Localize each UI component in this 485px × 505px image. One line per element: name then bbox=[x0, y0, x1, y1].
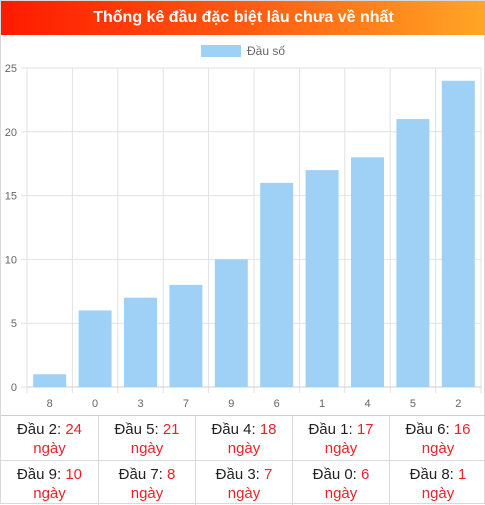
bar-chart: 0 5 10 15 20 25 8 0 3 7 9 6 1 4 5 2 Đầu số bbox=[5, 44, 482, 410]
stat-unit: ngày bbox=[33, 485, 66, 502]
x-tick-label: 2 bbox=[455, 398, 461, 410]
stat-unit: ngày bbox=[33, 440, 66, 457]
bar bbox=[396, 119, 430, 387]
bar bbox=[214, 259, 248, 387]
stat-unit: ngày bbox=[130, 440, 164, 457]
x-tick-label: 8 bbox=[47, 398, 53, 410]
chart-area: 0 5 10 15 20 25 8 0 3 7 9 6 1 4 5 2 Đầu số bbox=[1, 35, 485, 415]
bar bbox=[351, 157, 384, 387]
chart-header: Thống kê đầu đặc biệt lâu chưa về nhất bbox=[1, 1, 485, 35]
bar bbox=[169, 284, 203, 387]
y-tick-label: 15 bbox=[5, 191, 17, 203]
x-tick-label: 0 bbox=[92, 398, 98, 410]
stat-label: Đầu 3: bbox=[215, 466, 260, 483]
stat-cell: Đầu 6: 16 ngày bbox=[389, 416, 485, 460]
stat-value: 16 bbox=[453, 421, 471, 438]
bar bbox=[124, 297, 157, 387]
stat-label: Đầu 7: bbox=[118, 466, 163, 483]
y-tick-label: 10 bbox=[5, 254, 17, 266]
stats-table: Đầu 2: 24 ngày Đầu 5: 21 ngày Đầu 4: 18 ngà… bbox=[1, 415, 485, 505]
stat-value: 18 bbox=[259, 421, 277, 438]
stat-cell: Đầu 3: 7 ngày bbox=[195, 461, 292, 505]
stat-value: 17 bbox=[356, 421, 374, 438]
stat-value: 7 bbox=[264, 466, 273, 483]
stat-unit: ngày bbox=[324, 485, 358, 502]
x-tick-label: 7 bbox=[183, 398, 189, 410]
x-tick-label: 3 bbox=[137, 398, 143, 410]
stat-unit: ngày bbox=[324, 440, 358, 457]
stat-unit: ngày bbox=[227, 440, 261, 457]
y-tick-label: 5 bbox=[11, 318, 17, 330]
stat-value: 1 bbox=[458, 466, 467, 483]
stat-label: Đầu 0: bbox=[312, 466, 357, 483]
stat-cell: Đầu 0: 6 ngày bbox=[292, 461, 389, 505]
x-tick-label: 5 bbox=[410, 398, 416, 410]
stat-value: 6 bbox=[361, 466, 370, 483]
bar bbox=[78, 310, 112, 387]
stat-unit: ngày bbox=[421, 485, 455, 502]
bar bbox=[33, 374, 67, 387]
stat-label: Đầu 9: bbox=[16, 466, 62, 483]
stat-label: Đầu 2: bbox=[16, 421, 62, 438]
stat-cell: Đầu 4: 18 ngày bbox=[195, 416, 292, 460]
stat-unit: ngày bbox=[421, 440, 455, 457]
x-tick-label: 9 bbox=[228, 398, 234, 410]
stat-cell: Đầu 5: 21 ngày bbox=[98, 416, 195, 460]
x-tick-label: 4 bbox=[364, 398, 370, 410]
stat-value: 21 bbox=[162, 421, 180, 438]
stat-unit: ngày bbox=[130, 485, 164, 502]
stat-cell: Đầu 8: 1 ngày bbox=[389, 461, 485, 505]
stat-label: Đầu 4: bbox=[211, 421, 256, 438]
stat-value: 24 bbox=[65, 421, 83, 438]
stat-cell: Đầu 7: 8 ngày bbox=[98, 461, 195, 505]
stat-unit: ngày bbox=[227, 485, 261, 502]
stat-value: 10 bbox=[65, 466, 83, 483]
bar bbox=[305, 170, 339, 387]
bar bbox=[441, 80, 475, 387]
stat-label: Đầu 8: bbox=[409, 466, 454, 483]
stat-label: Đầu 6: bbox=[405, 421, 450, 438]
legend-label: Đầu số bbox=[247, 44, 285, 58]
bar bbox=[260, 182, 294, 387]
legend-swatch bbox=[201, 45, 241, 57]
x-tick-label: 1 bbox=[319, 398, 325, 410]
stat-label: Đầu 1: bbox=[308, 421, 353, 438]
stat-cell: Đầu 9: 10 ngày bbox=[1, 461, 98, 505]
stats-row: Đầu 2: 24 ngày Đầu 5: 21 ngày Đầu 4: 18 ngà… bbox=[1, 416, 485, 460]
stat-label: Đầu 5: bbox=[114, 421, 159, 438]
y-tick-label: 0 bbox=[11, 382, 17, 394]
x-tick-label: 6 bbox=[274, 398, 280, 410]
chart-title: Thống kê đầu đặc biệt lâu chưa về nhất bbox=[93, 9, 394, 26]
stat-value: 8 bbox=[167, 466, 176, 483]
stats-row: Đầu 9: 10 ngày Đầu 7: 8 ngày Đầu 3: 7 ngày … bbox=[1, 460, 485, 505]
stat-cell: Đầu 1: 17 ngày bbox=[292, 416, 389, 460]
y-tick-label: 20 bbox=[5, 127, 17, 139]
y-tick-label: 25 bbox=[5, 63, 17, 75]
stat-cell: Đầu 2: 24 ngày bbox=[1, 416, 98, 460]
